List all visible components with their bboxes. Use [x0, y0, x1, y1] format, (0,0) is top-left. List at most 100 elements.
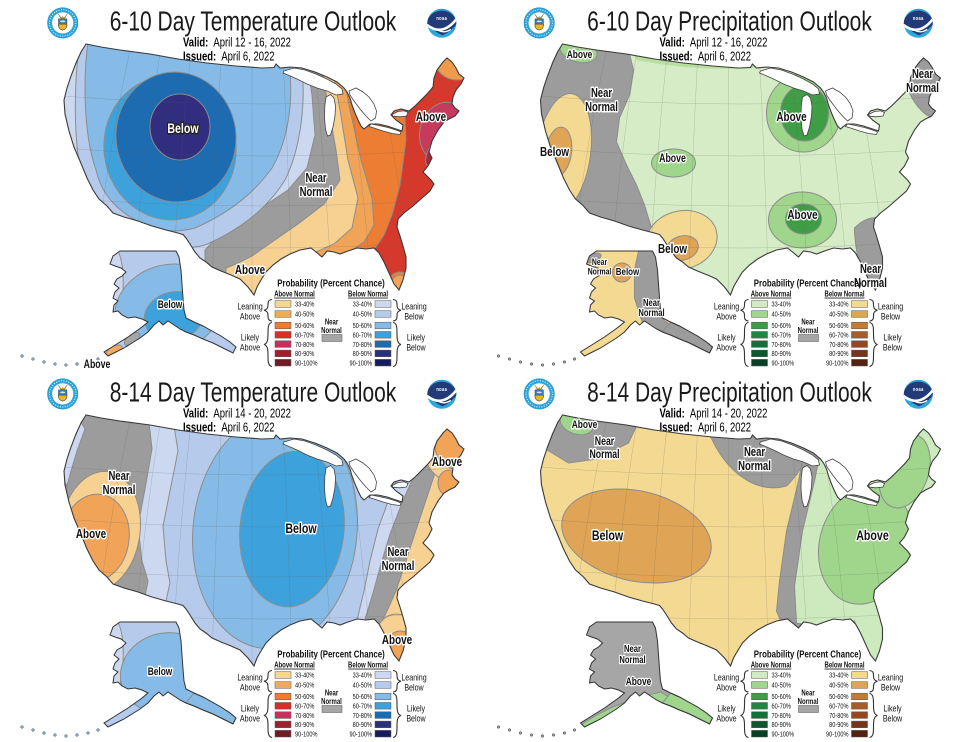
svg-text:Normal: Normal: [738, 460, 771, 474]
svg-text:Below: Below: [285, 521, 317, 537]
svg-text:40-50%: 40-50%: [295, 682, 314, 690]
svg-text:Likely: Likely: [717, 331, 736, 342]
svg-text:Probability (Percent Chance): Probability (Percent Chance): [277, 277, 384, 288]
svg-text:33-40%: 33-40%: [829, 672, 848, 680]
svg-text:60-70%: 60-70%: [295, 703, 314, 711]
svg-text:Valid:April 12 - 16, 2022: Valid: April 12 - 16, 2022: [660, 36, 768, 50]
svg-text:Normal: Normal: [589, 449, 619, 461]
svg-text:70-80%: 70-80%: [829, 341, 848, 349]
svg-text:Valid:April 14 - 20, 2022: Valid: April 14 - 20, 2022: [660, 407, 768, 421]
svg-text:60-70%: 60-70%: [829, 703, 848, 711]
svg-text:70-80%: 70-80%: [353, 341, 372, 349]
svg-text:Above: Above: [572, 419, 598, 431]
svg-text:Below Normal: Below Normal: [348, 662, 388, 670]
svg-text:Above: Above: [235, 264, 266, 278]
svg-text:Likely: Likely: [407, 702, 426, 713]
svg-text:Above: Above: [626, 676, 652, 688]
svg-text:60-70%: 60-70%: [772, 332, 791, 340]
svg-text:Normal: Normal: [798, 327, 819, 335]
svg-text:70-80%: 70-80%: [353, 712, 372, 720]
svg-text:Above: Above: [716, 310, 736, 321]
svg-text:Leaning: Leaning: [714, 300, 740, 311]
svg-text:Likely: Likely: [883, 331, 902, 342]
svg-text:Normal: Normal: [321, 327, 342, 335]
svg-text:Above Normal: Above Normal: [751, 291, 792, 299]
svg-text:Above: Above: [240, 341, 260, 352]
svg-text:Below Normal: Below Normal: [348, 291, 388, 299]
svg-text:90-100%: 90-100%: [295, 731, 318, 739]
svg-text:Above: Above: [716, 712, 736, 723]
svg-text:Near: Near: [387, 546, 409, 560]
svg-text:90-100%: 90-100%: [772, 360, 795, 368]
svg-text:90-100%: 90-100%: [772, 731, 795, 739]
svg-text:40-50%: 40-50%: [772, 311, 791, 319]
svg-text:50-60%: 50-60%: [772, 694, 791, 702]
svg-text:Likely: Likely: [407, 331, 426, 342]
svg-text:80-90%: 80-90%: [829, 350, 848, 358]
svg-text:33-40%: 33-40%: [829, 301, 848, 309]
svg-text:Likely: Likely: [241, 331, 260, 342]
svg-text:Above: Above: [432, 456, 463, 470]
svg-text:Below: Below: [881, 681, 901, 692]
svg-text:Normal: Normal: [585, 101, 618, 115]
svg-text:80-90%: 80-90%: [353, 350, 372, 358]
svg-text:Normal: Normal: [906, 82, 939, 96]
svg-text:80-90%: 80-90%: [772, 350, 791, 358]
svg-text:Below Normal: Below Normal: [825, 662, 865, 670]
svg-text:Normal: Normal: [854, 277, 887, 291]
svg-text:40-50%: 40-50%: [353, 311, 372, 319]
svg-text:Above: Above: [240, 681, 260, 692]
svg-text:Below: Below: [658, 243, 687, 257]
svg-text:Near: Near: [744, 446, 766, 460]
svg-text:Near: Near: [325, 690, 339, 698]
svg-text:33-40%: 33-40%: [772, 672, 791, 680]
svg-text:Normal: Normal: [300, 186, 333, 200]
svg-text:Leaning: Leaning: [237, 671, 263, 682]
svg-text:Near: Near: [801, 319, 815, 327]
svg-text:Below: Below: [158, 299, 183, 311]
svg-text:Above Normal: Above Normal: [274, 291, 315, 299]
svg-text:8-14 Day Precipitation Outlook: 8-14 Day Precipitation Outlook: [587, 378, 872, 409]
svg-text:noaa: noaa: [913, 387, 924, 393]
svg-text:50-60%: 50-60%: [829, 694, 848, 702]
svg-text:Near: Near: [305, 172, 327, 186]
svg-text:33-40%: 33-40%: [353, 301, 372, 309]
svg-text:Above Normal: Above Normal: [274, 662, 315, 670]
svg-text:Leaning: Leaning: [401, 671, 427, 682]
svg-text:Normal: Normal: [638, 307, 664, 318]
svg-text:Near: Near: [912, 68, 934, 82]
svg-text:50-60%: 50-60%: [353, 694, 372, 702]
svg-text:Above Normal: Above Normal: [751, 662, 792, 670]
svg-text:Above: Above: [776, 111, 807, 125]
svg-text:80-90%: 80-90%: [295, 721, 314, 729]
svg-text:70-80%: 70-80%: [772, 712, 791, 720]
svg-text:Near: Near: [624, 643, 641, 654]
svg-text:Below: Below: [148, 666, 173, 678]
svg-text:Valid:April 12 - 16, 2022: Valid: April 12 - 16, 2022: [183, 36, 291, 50]
svg-text:Normal: Normal: [103, 484, 136, 498]
svg-text:90-100%: 90-100%: [826, 360, 849, 368]
svg-text:8-14 Day Temperature Outlook: 8-14 Day Temperature Outlook: [110, 378, 397, 409]
svg-text:50-60%: 50-60%: [353, 323, 372, 331]
svg-text:60-70%: 60-70%: [353, 703, 372, 711]
svg-text:40-50%: 40-50%: [772, 682, 791, 690]
svg-text:Leaning: Leaning: [237, 300, 263, 311]
svg-text:50-60%: 50-60%: [772, 323, 791, 331]
svg-text:Near: Near: [592, 257, 607, 267]
svg-text:6-10 Day Temperature Outlook: 6-10 Day Temperature Outlook: [110, 7, 397, 38]
svg-text:Near: Near: [801, 690, 815, 698]
svg-text:40-50%: 40-50%: [353, 682, 372, 690]
svg-text:Probability (Percent Chance): Probability (Percent Chance): [754, 648, 861, 659]
svg-text:Below: Below: [592, 528, 624, 544]
svg-text:Above: Above: [240, 712, 260, 723]
svg-text:90-100%: 90-100%: [350, 731, 373, 739]
svg-text:Above: Above: [84, 359, 111, 371]
svg-text:Below: Below: [540, 146, 569, 160]
svg-text:33-40%: 33-40%: [295, 301, 314, 309]
svg-text:Near: Near: [591, 87, 613, 101]
svg-text:Below Normal: Below Normal: [825, 291, 865, 299]
svg-text:Normal: Normal: [321, 698, 342, 706]
svg-text:Normal: Normal: [798, 698, 819, 706]
svg-text:noaa: noaa: [913, 16, 924, 22]
svg-text:Normal: Normal: [588, 267, 612, 277]
